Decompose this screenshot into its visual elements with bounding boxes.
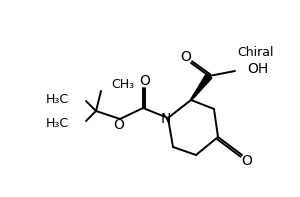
Text: OH: OH [248,62,268,76]
Text: Chiral: Chiral [237,46,273,59]
Text: N: N [161,112,171,126]
Polygon shape [190,74,212,100]
Text: CH₃: CH₃ [111,77,134,90]
Text: O: O [242,154,252,168]
Text: O: O [114,118,124,132]
Text: H₃C: H₃C [46,93,69,106]
Text: O: O [181,50,191,64]
Text: O: O [140,74,150,88]
Text: H₃C: H₃C [46,116,69,129]
